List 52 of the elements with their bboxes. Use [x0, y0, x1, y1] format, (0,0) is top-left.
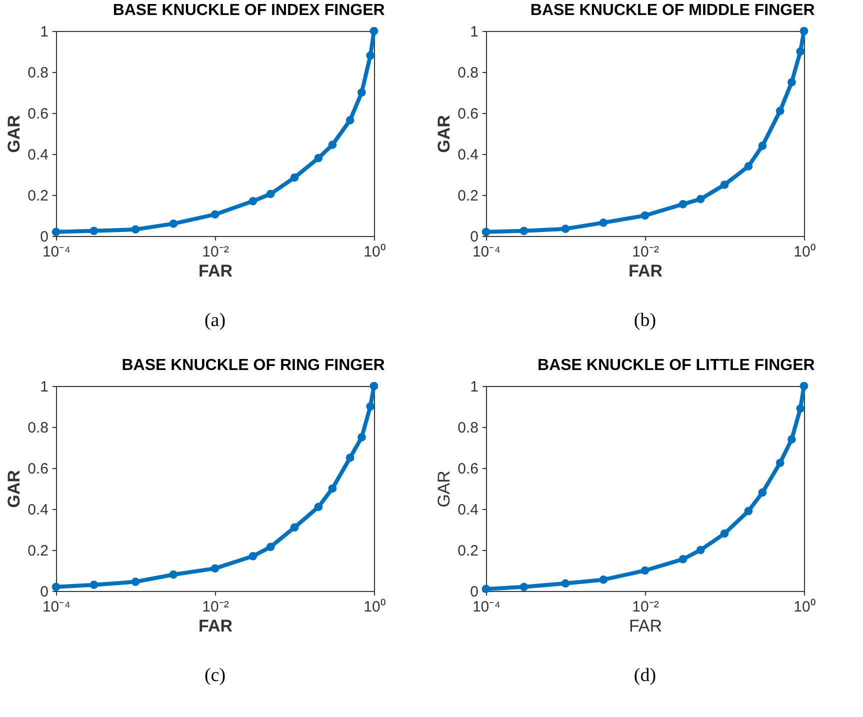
chart-title: BASE KNUCKLE OF INDEX FINGER	[112, 2, 386, 19]
y-tick-label: 0.4	[28, 502, 48, 518]
y-tick-label: 0.8	[28, 420, 48, 436]
y-tick-label: 1	[470, 24, 478, 40]
y-tick-label: 1	[470, 378, 478, 396]
x-axis-title: FAR	[198, 262, 232, 280]
x-tick-label: 10⁰	[364, 598, 386, 616]
x-tick-label: 10⁰	[794, 598, 816, 616]
y-axis-title: GAR	[4, 115, 24, 153]
y-tick-label: 0	[40, 584, 48, 600]
y-tick-label: 1	[40, 378, 48, 396]
y-axis-title: GAR	[434, 470, 454, 508]
x-tick-label: 10⁰	[794, 244, 816, 260]
y-tick-label: 0.8	[458, 420, 478, 436]
x-tick-label: 10⁻⁴	[472, 598, 501, 616]
y-tick-label: 0.2	[28, 542, 48, 560]
y-tick-label: 0	[470, 228, 478, 246]
text: (d)	[632, 665, 658, 687]
text: (c)	[203, 665, 227, 687]
y-tick-label: 0	[470, 584, 478, 600]
y-tick-label: 0.4	[458, 146, 478, 164]
y-tick-label: 0.6	[458, 460, 478, 478]
x-tick-label: 10⁻²	[202, 244, 229, 260]
x-tick-label: 10⁻⁴	[472, 244, 501, 260]
chart-title: BASE KNUCKLE OF LITTLE FINGER	[538, 357, 816, 374]
y-axis-title: GAR	[434, 115, 454, 153]
y-tick-label: 0.4	[28, 146, 48, 164]
x-tick-label: 10⁻²	[632, 598, 659, 616]
y-axis-title: GAR	[4, 470, 24, 508]
text: (b)	[632, 310, 658, 332]
y-tick-label: 0.6	[28, 106, 48, 122]
y-tick-label: 0.4	[458, 502, 478, 518]
text: (a)	[203, 310, 227, 332]
y-tick-label: 0.2	[458, 542, 478, 560]
y-tick-label: 0.2	[28, 188, 48, 204]
x-tick-label: 10⁻²	[202, 598, 229, 616]
y-tick-label: 0	[40, 228, 48, 246]
y-tick-label: 0.6	[28, 460, 48, 478]
x-tick-label: 10⁻⁴	[42, 244, 71, 260]
x-axis-title: FAR	[198, 616, 232, 636]
chart-title: BASE KNUCKLE OF RING FINGER	[122, 357, 386, 374]
y-tick-label: 0.8	[28, 64, 48, 82]
x-tick-label: 10⁻²	[632, 244, 659, 260]
y-tick-label: 1	[40, 24, 48, 40]
y-tick-label: 0.2	[458, 188, 478, 204]
x-axis-title: FAR	[628, 262, 662, 280]
x-tick-label: 10⁻⁴	[42, 598, 71, 616]
y-tick-label: 0.6	[458, 106, 478, 122]
y-tick-label: 0.8	[458, 64, 478, 82]
x-axis-title: FAR	[628, 616, 662, 636]
x-tick-label: 10⁰	[364, 244, 386, 260]
chart-title: BASE KNUCKLE OF MIDDLE FINGER	[530, 2, 816, 19]
